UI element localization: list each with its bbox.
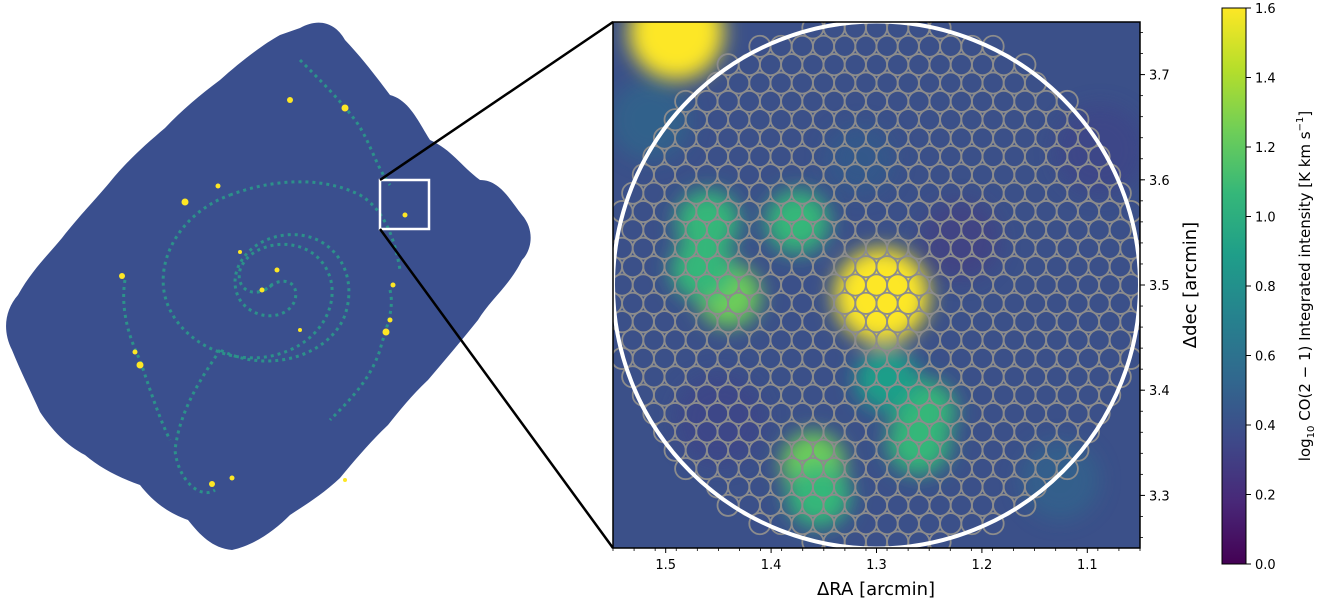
- hex-cell: [1055, 89, 1079, 113]
- hex-cell: [1108, 218, 1132, 242]
- hex-cell: [1066, 438, 1090, 462]
- hex-sampling-grid: [613, 22, 1140, 548]
- x-tick-label: 1.3: [866, 558, 887, 573]
- galaxy-panel: [6, 22, 531, 550]
- colorbar-ticks: 0.0 0.2 0.4 0.6 0.8 1.0 1.2 1.4 1.6: [1246, 2, 1276, 573]
- emission-peak: [628, 22, 724, 80]
- hex-cell: [1013, 53, 1037, 77]
- galaxy-map-footprint: [6, 22, 531, 550]
- colorbar: [1221, 7, 1247, 565]
- x-tick-label: 1.1: [1077, 558, 1098, 573]
- emission-peak: [855, 348, 919, 412]
- y-tick-label: 3.4: [1149, 384, 1170, 399]
- y-tick-label: 3.7: [1149, 69, 1170, 84]
- hex-cell: [1119, 273, 1140, 297]
- x-axis: 1.5 1.4 1.3 1.2 1.1: [612, 548, 1141, 573]
- y-tick-label: 3.5: [1149, 279, 1170, 294]
- colorbar-tick-label: 1.2: [1255, 141, 1276, 156]
- y-axis: 3.3 3.4 3.5 3.6 3.7: [1140, 32, 1170, 538]
- colorbar-label-sub: 10: [1306, 426, 1317, 439]
- hex-cell: [981, 512, 1005, 536]
- hex-cell: [981, 34, 1005, 58]
- zoom-connector-top: [379, 20, 614, 182]
- y-tick-label: 3.3: [1149, 489, 1170, 504]
- hex-cell: [1119, 310, 1140, 334]
- x-tick-label: 1.2: [972, 558, 993, 573]
- colorbar-tick-label: 0.0: [1255, 558, 1276, 573]
- x-axis-label: ΔRA [arcmin]: [817, 579, 935, 600]
- colorbar-label-prefix: log: [1296, 438, 1314, 461]
- hex-cell: [1108, 328, 1132, 352]
- colorbar-tick-label: 0.8: [1255, 280, 1276, 295]
- colorbar-label-main: CO(2 − 1) Integrated intensity [K km s: [1296, 131, 1314, 425]
- hex-cell: [1013, 493, 1037, 517]
- hex-cell: [1055, 457, 1079, 481]
- x-tick-label: 1.5: [655, 558, 676, 573]
- colorbar-tick-label: 0.6: [1255, 350, 1276, 365]
- colorbar-tick-label: 1.6: [1255, 2, 1276, 17]
- colorbar-label: log10 CO(2 − 1) Integrated intensity [K …: [1295, 111, 1317, 461]
- hex-cell: [1130, 255, 1140, 279]
- colorbar-tick-label: 1.4: [1255, 72, 1276, 87]
- y-tick-label: 3.6: [1149, 174, 1170, 189]
- emission-peak: [834, 248, 930, 343]
- background-mottling: [613, 80, 1140, 520]
- galaxy-spiral-arms: [122, 58, 402, 494]
- zoom-region-box: [378, 178, 431, 231]
- colorbar-tick-label: 0.2: [1255, 489, 1276, 504]
- hex-cell: [1119, 236, 1140, 260]
- colorbar-tick-label: 0.4: [1255, 419, 1276, 434]
- hex-cell: [1066, 108, 1090, 132]
- colorbar-label-sup: −1: [1295, 117, 1306, 132]
- colorbar-label-end: ]: [1296, 111, 1314, 117]
- y-axis-label: Δdec [arcmin]: [1180, 222, 1201, 348]
- x-tick-label: 1.4: [761, 558, 782, 573]
- colorbar-tick-label: 1.0: [1255, 211, 1276, 226]
- zoom-panel: [613, 22, 1140, 548]
- galaxy-co-knots: [119, 97, 408, 487]
- hex-cell: [1130, 291, 1140, 315]
- zoom-connector-bottom: [378, 228, 615, 549]
